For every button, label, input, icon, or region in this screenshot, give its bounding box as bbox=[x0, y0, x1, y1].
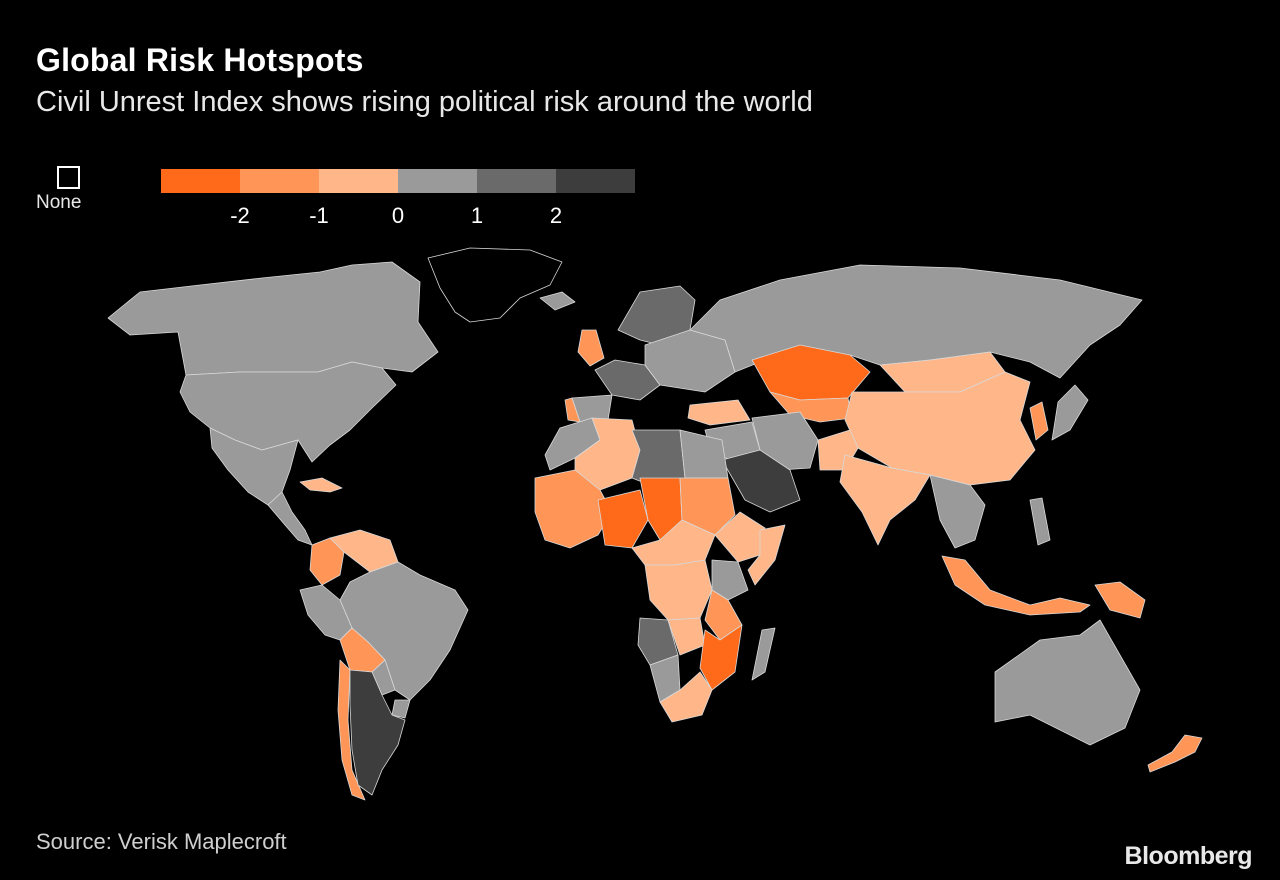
region-korea bbox=[1029, 401, 1049, 441]
legend-swatch-4 bbox=[398, 169, 477, 193]
region-united-kingdom bbox=[577, 329, 605, 367]
region-west-africa bbox=[534, 469, 613, 549]
region-central-america bbox=[267, 491, 313, 546]
bloomberg-logo: Bloomberg bbox=[1124, 842, 1253, 870]
legend-tick: -2 bbox=[230, 203, 250, 228]
region-saudi-arabia bbox=[721, 449, 801, 513]
legend-swatch-3 bbox=[319, 169, 398, 193]
legend-tick: 1 bbox=[470, 203, 484, 228]
region-canada bbox=[107, 261, 439, 376]
region-uruguay bbox=[391, 699, 411, 719]
legend-none-swatch bbox=[57, 166, 80, 189]
region-madagascar bbox=[751, 627, 776, 681]
region-india bbox=[839, 454, 931, 546]
region-indonesia bbox=[941, 555, 1091, 616]
region-iceland bbox=[539, 291, 576, 311]
region-libya bbox=[631, 429, 686, 486]
region-turkey bbox=[687, 399, 751, 426]
region-china bbox=[844, 371, 1036, 486]
source-note: Source: Verisk Maplecroft bbox=[36, 829, 287, 854]
legend-swatch-5 bbox=[477, 169, 556, 193]
region-somalia bbox=[747, 524, 786, 586]
region-dr-congo bbox=[644, 559, 713, 621]
legend-none-label: None bbox=[36, 192, 82, 213]
region-philippines bbox=[1029, 497, 1051, 546]
page-title: Global Risk Hotspots bbox=[36, 42, 364, 78]
region-nigeria bbox=[597, 489, 649, 549]
region-chile bbox=[337, 659, 366, 801]
legend-tick: 2 bbox=[549, 203, 563, 228]
legend-swatch-2 bbox=[240, 169, 319, 193]
region-argentina bbox=[349, 669, 406, 796]
region-scandinavia bbox=[617, 285, 696, 346]
region-new-zealand bbox=[1147, 734, 1203, 773]
page-subtitle: Civil Unrest Index shows rising politica… bbox=[36, 86, 813, 118]
region-papua-new-guinea bbox=[1094, 581, 1146, 619]
region-cuba bbox=[299, 477, 343, 493]
region-south-africa bbox=[659, 671, 713, 723]
legend-tick: -1 bbox=[309, 203, 329, 228]
world-map bbox=[107, 247, 1203, 801]
legend-swatch-6 bbox=[556, 169, 635, 193]
region-australia bbox=[994, 619, 1141, 746]
region-mozambique bbox=[699, 624, 743, 691]
region-united-states bbox=[179, 361, 397, 463]
legend-swatch-1 bbox=[161, 169, 240, 193]
legend-color-scale bbox=[161, 169, 635, 193]
region-greenland bbox=[427, 247, 563, 323]
region-kenya bbox=[711, 559, 749, 601]
region-sudan bbox=[679, 477, 736, 536]
region-japan bbox=[1051, 384, 1089, 441]
legend-tick: 0 bbox=[391, 203, 405, 228]
region-southeast-asia bbox=[929, 474, 986, 549]
